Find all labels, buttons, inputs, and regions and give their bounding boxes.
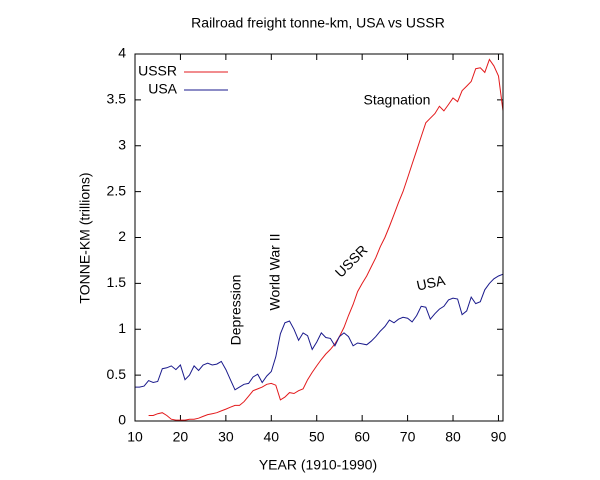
x-tick-label: 80	[445, 429, 461, 445]
x-tick-label: 90	[491, 429, 507, 445]
series-line	[148, 58, 504, 421]
x-tick-label: 30	[218, 429, 234, 445]
legend-label: USSR	[138, 63, 177, 79]
y-tick-label: 2.5	[107, 182, 127, 198]
annotation: Stagnation	[364, 92, 431, 108]
x-tick-label: 40	[264, 429, 280, 445]
legend-label: USA	[148, 81, 177, 97]
y-tick-label: 1.5	[107, 274, 127, 290]
annotation: USA	[415, 272, 447, 294]
chart-title: Railroad freight tonne-km, USA vs USSR	[191, 15, 445, 31]
y-tick-label: 2	[118, 228, 126, 244]
plot-frame	[134, 53, 504, 422]
x-tick-label: 50	[309, 429, 325, 445]
y-tick-label: 3.5	[107, 91, 127, 107]
series-line	[135, 273, 504, 391]
y-tick-label: 3	[118, 136, 126, 152]
x-axis-label: YEAR (1910-1990)	[259, 457, 377, 473]
x-tick-label: 70	[400, 429, 416, 445]
x-tick-label: 20	[173, 429, 189, 445]
y-tick-label: 0	[118, 412, 126, 428]
y-tick-label: 1	[118, 320, 126, 336]
y-axis-label: TONNE-KM (trillions)	[77, 172, 93, 303]
annotation: Depression	[228, 275, 244, 346]
x-tick-label: 10	[127, 429, 143, 445]
y-tick-label: 4	[118, 45, 126, 61]
x-tick-label: 60	[354, 429, 370, 445]
y-tick-label: 0.5	[107, 366, 127, 382]
annotation: World War II	[267, 233, 283, 310]
